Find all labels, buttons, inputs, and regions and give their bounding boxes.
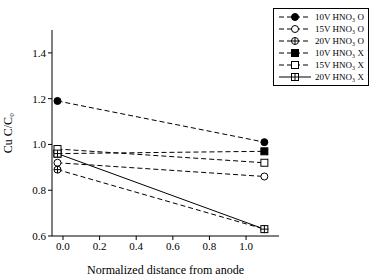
html-text:20V HNO₃ X: 20V HNO₃ X [315, 72, 364, 82]
svg-text:0.8: 0.8 [203, 240, 217, 252]
svg-text:Normalized distance from anode: Normalized distance from anode [87, 263, 244, 277]
html-text:20V HNO₃ O: 20V HNO₃ O [315, 36, 364, 46]
svg-text:1.2: 1.2 [32, 93, 46, 105]
html-text:10V HNO₃ X: 10V HNO₃ X [315, 48, 364, 58]
svg-text:1.0: 1.0 [32, 138, 46, 150]
svg-text:0.0: 0.0 [56, 240, 70, 252]
svg-text:Cu C/C₀: Cu C/C₀ [8, 113, 15, 154]
svg-text:0.2: 0.2 [93, 240, 107, 252]
svg-text:0.6: 0.6 [166, 240, 180, 252]
html-text:10V HNO₃ O: 10V HNO₃ O [315, 12, 364, 22]
html-text:15V HNO₃ O: 15V HNO₃ O [315, 24, 364, 34]
html-text:15V HNO₃ X: 15V HNO₃ X [315, 60, 364, 70]
svg-text:0.6: 0.6 [32, 230, 46, 242]
svg-text:1.0: 1.0 [239, 240, 253, 252]
svg-text:1.4: 1.4 [32, 47, 46, 59]
svg-text:0.4: 0.4 [129, 240, 143, 252]
svg-text:0.8: 0.8 [32, 184, 46, 196]
